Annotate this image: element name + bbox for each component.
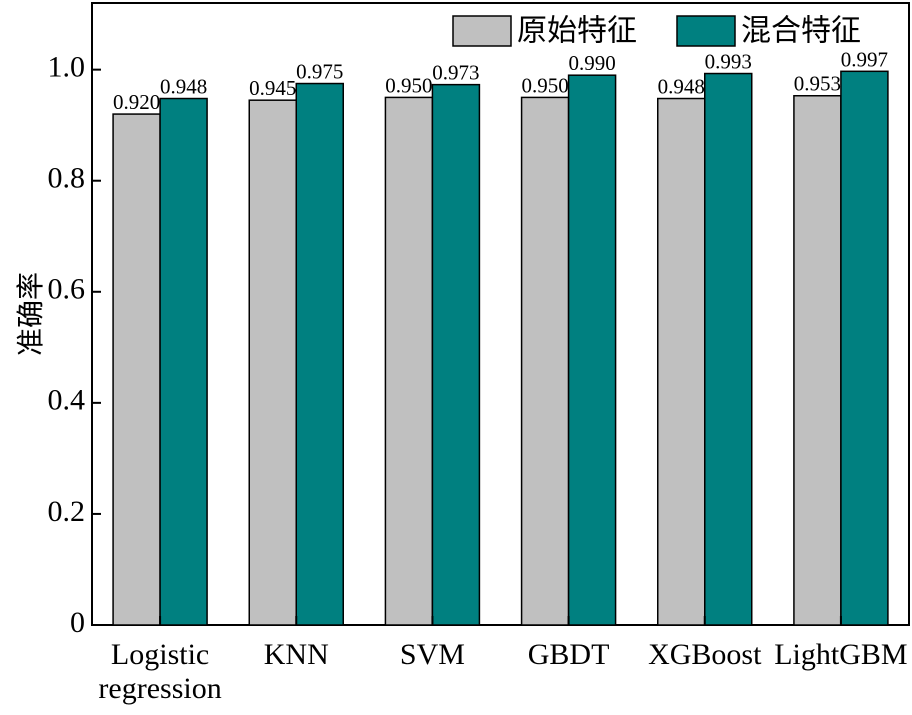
bar-mixed xyxy=(159,97,208,626)
legend-swatch xyxy=(452,15,512,47)
x-tick-label: KNN xyxy=(264,638,329,671)
legend-label: 原始特征 xyxy=(517,14,637,49)
data-label: 0.948 xyxy=(658,75,705,99)
legend: 原始特征 混合特征 xyxy=(452,14,861,49)
x-tick-label: regression xyxy=(98,672,221,705)
bar-original xyxy=(112,113,161,626)
data-label: 0.975 xyxy=(296,60,343,84)
bar-mixed xyxy=(840,70,889,626)
x-tick-label: XGBoost xyxy=(648,638,762,671)
y-tick-label: 0.2 xyxy=(48,495,86,528)
bar-mixed xyxy=(704,72,753,626)
y-tick-label: 1.0 xyxy=(48,51,86,84)
y-tick-label: 0 xyxy=(70,606,85,639)
bar-mixed xyxy=(295,82,344,626)
data-label: 0.920 xyxy=(113,90,160,114)
x-tick-label: GBDT xyxy=(528,638,610,671)
bar-mixed xyxy=(431,83,481,626)
bar-mixed xyxy=(567,74,617,626)
legend-label: 混合特征 xyxy=(741,14,861,49)
data-label: 0.953 xyxy=(794,72,841,96)
data-label: 0.993 xyxy=(705,50,752,74)
bar-original xyxy=(657,97,706,626)
plot-frame xyxy=(91,2,910,626)
y-axis: 0 0.2 0.4 0.6 0.8 1.0 xyxy=(48,51,101,639)
y-tick-label: 0.8 xyxy=(48,162,86,195)
legend-swatch xyxy=(676,15,736,47)
x-tick-label: Logistic xyxy=(111,638,209,671)
bar-original xyxy=(248,99,297,626)
data-label: 0.997 xyxy=(841,47,888,71)
bars-group xyxy=(112,70,889,626)
data-label: 0.945 xyxy=(249,76,296,100)
y-tick-label: 0.4 xyxy=(48,384,86,417)
bar-original xyxy=(793,94,842,626)
data-label: 0.950 xyxy=(521,73,568,97)
data-label: 0.948 xyxy=(160,75,207,99)
y-axis-title: 准确率 xyxy=(14,272,47,356)
bar-original xyxy=(520,96,570,626)
y-tick-label: 0.6 xyxy=(48,273,86,306)
bar-original xyxy=(384,96,434,626)
data-label: 0.990 xyxy=(568,51,615,75)
data-label: 0.950 xyxy=(385,73,432,97)
data-label: 0.973 xyxy=(432,61,479,85)
x-tick-label: SVM xyxy=(400,638,465,671)
x-tick-label: LightGBM xyxy=(774,638,907,671)
